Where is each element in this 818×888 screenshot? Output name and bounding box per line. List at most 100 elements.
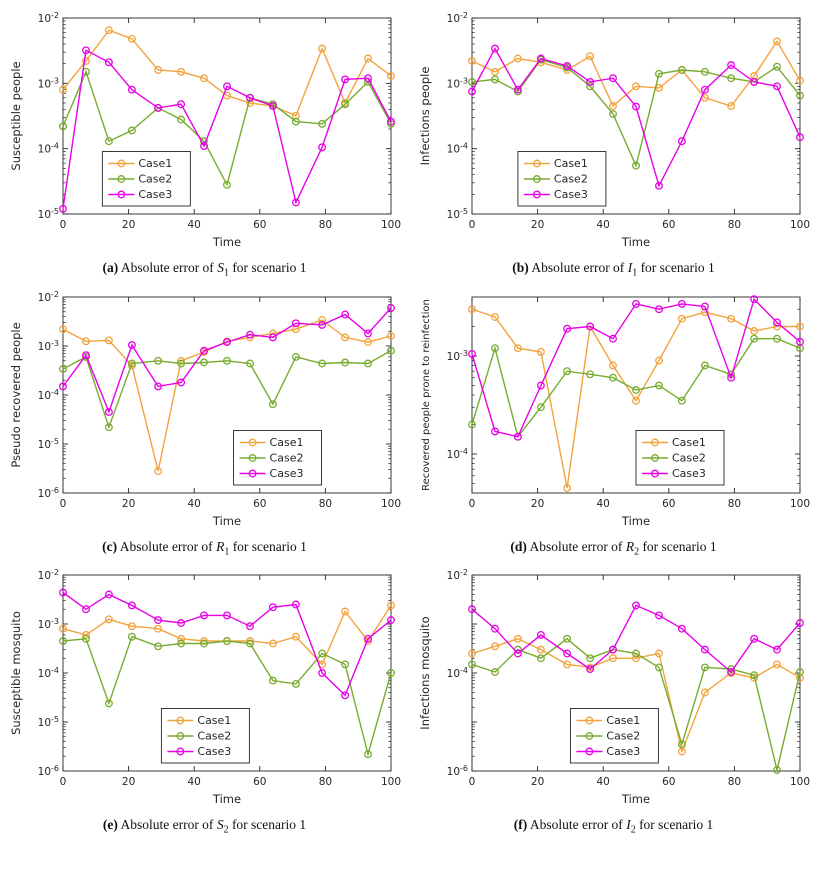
data-point-case1 [490, 312, 499, 321]
y-axis-label: Infections mosquito [418, 617, 432, 730]
data-point-case3 [700, 302, 709, 311]
data-point-case2 [81, 635, 90, 644]
data-point-case1 [467, 57, 476, 65]
data-point-case2 [467, 420, 476, 429]
series-line-case3 [62, 592, 391, 697]
legend-marker-case2 [650, 453, 659, 462]
data-point-case3 [585, 665, 594, 674]
data-point-case3 [317, 320, 326, 329]
data-point-case1 [199, 74, 208, 83]
data-point-case3 [795, 619, 804, 628]
data-point-case3 [562, 324, 571, 333]
data-point-case3 [677, 625, 686, 634]
data-point-case1 [363, 54, 372, 63]
chart-d: 10-4 10-3 0 20 40 60 80 100 Time Recovered people… [421, 294, 810, 528]
data-point-case3 [513, 432, 522, 441]
data-point-case1 [772, 660, 781, 669]
data-point-case3 [772, 318, 781, 327]
data-point-case2 [58, 364, 67, 373]
y-tick-label: 10-2 [37, 290, 58, 304]
data-point-case3 [536, 54, 545, 63]
data-point-case3 [268, 333, 277, 342]
data-point-case3 [467, 87, 476, 96]
data-point-case1 [631, 654, 640, 663]
x-tick-label: 40 [596, 776, 609, 788]
data-point-case3 [608, 74, 617, 83]
data-point-case3 [772, 82, 781, 91]
data-point-case3 [81, 350, 90, 359]
data-point-case2 [268, 677, 277, 685]
y-tick-label: 10-2 [446, 11, 467, 25]
x-tick-label: 80 [727, 498, 740, 510]
caption-label: (f) [513, 817, 528, 833]
y-tick-label: 10-4 [446, 666, 467, 680]
data-point-case1 [795, 322, 804, 331]
data-point-case3 [363, 74, 372, 83]
data-point-case3 [363, 635, 372, 644]
legend-box [101, 151, 191, 207]
x-tick-label: 20 [121, 498, 134, 510]
data-point-case2 [363, 359, 372, 368]
y-axis-label: Recovered people prone to reinfection [421, 299, 432, 491]
data-point-case2 [268, 399, 277, 408]
data-point-case2 [536, 402, 545, 411]
series-line-case2 [471, 638, 801, 771]
data-point-case2 [127, 633, 136, 642]
x-tick-label: 20 [530, 498, 543, 510]
legend-label-case3: Case3 [197, 745, 231, 758]
data-point-case1 [608, 102, 617, 110]
data-point-case2 [222, 637, 231, 646]
data-point-case3 [677, 137, 686, 146]
data-point-case2 [536, 654, 545, 663]
legend-label-case1: Case1 [553, 157, 587, 170]
data-point-case2 [772, 766, 781, 775]
data-point-case1 [513, 343, 522, 352]
data-point-case3 [585, 77, 594, 86]
x-tick-label: 40 [596, 219, 609, 231]
figure-e: 10-6 10-5 10-4 10-3 10-2 0 20 40 60 80 100 Time Susc… [7, 563, 403, 836]
data-point-case2 [291, 352, 300, 361]
figure-grid: 10-5 10-4 10-3 10-2 0 20 40 60 80 100 Time Suscepti… [7, 11, 810, 836]
legend-label-case2: Case2 [553, 173, 587, 186]
chart-c: 10-6 10-5 10-4 10-3 10-2 0 20 40 60 80 100 Time Pseu… [9, 290, 401, 528]
data-point-case3 [654, 304, 663, 313]
data-point-case1 [749, 326, 758, 335]
legend: Case1 Case2 Case3 [569, 708, 659, 764]
chart-f: 10-6 10-4 10-2 0 20 40 60 80 100 Time Infections m… [418, 568, 810, 806]
data-point-case3 [222, 337, 231, 346]
legend-marker-case3 [584, 747, 593, 756]
x-tick-label: 0 [59, 776, 66, 788]
x-tick-label: 40 [187, 776, 200, 788]
data-point-case1 [467, 649, 476, 658]
data-point-case3 [245, 622, 254, 631]
data-point-case3 [700, 85, 709, 94]
data-point-case3 [631, 102, 640, 111]
legend-label-case2: Case2 [197, 730, 231, 743]
data-point-case1 [317, 315, 326, 324]
legend-label-case2: Case2 [138, 173, 172, 186]
data-point-case3 [317, 669, 326, 678]
series-line-case3 [470, 47, 801, 188]
data-point-case1 [631, 396, 640, 405]
y-tick-label: 10-5 [37, 437, 58, 451]
data-point-case2 [340, 100, 349, 109]
legend-marker-case1 [650, 438, 659, 447]
data-point-case1 [795, 76, 804, 85]
data-point-case3 [222, 82, 231, 91]
x-axis-label: Time [620, 792, 649, 806]
y-tick-label: 10-3 [37, 617, 58, 631]
data-point-case2 [608, 373, 617, 382]
data-point-case1 [513, 635, 522, 644]
data-point-case2 [585, 370, 594, 378]
data-point-case2 [199, 358, 208, 367]
data-point-case1 [291, 111, 300, 120]
x-tick-label: 100 [789, 219, 809, 231]
caption-symbol: S [216, 817, 224, 833]
caption-label: (d) [510, 538, 527, 554]
data-point-case2 [562, 366, 571, 375]
series-line-case2 [62, 349, 391, 430]
legend-marker-case1 [116, 159, 125, 168]
data-point-case2 [631, 161, 640, 170]
data-point-case2 [700, 361, 709, 370]
data-point-case3 [153, 382, 162, 391]
